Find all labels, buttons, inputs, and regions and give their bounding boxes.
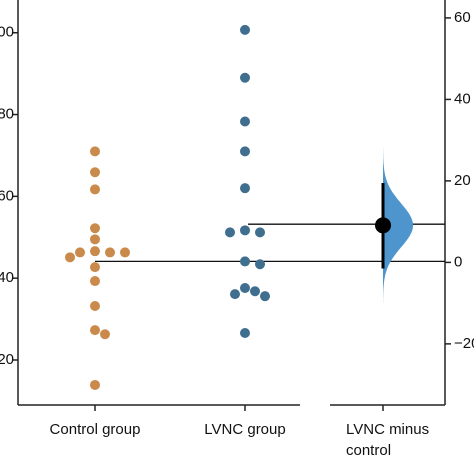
x-tick-label: LVNC group [204, 421, 285, 438]
data-point [90, 234, 100, 245]
y2-tick-label: 0 [454, 253, 462, 270]
data-point [240, 24, 250, 35]
data-point [90, 146, 100, 157]
data-point [120, 247, 130, 258]
effect-point [375, 217, 391, 234]
data-point [90, 276, 100, 287]
data-point [260, 291, 270, 302]
data-point [90, 184, 100, 195]
data-point [90, 223, 100, 234]
data-point [250, 286, 260, 297]
data-point [65, 252, 75, 263]
data-point [240, 146, 250, 157]
data-point [105, 247, 115, 258]
data-point [240, 116, 250, 127]
y-tick-label: 80 [0, 106, 14, 123]
y-tick-label: 20 [0, 351, 14, 368]
y2-tick-label: 20 [454, 172, 471, 189]
y2-tick-label: 40 [454, 90, 471, 107]
data-point [100, 329, 110, 340]
y-tick-label: 60 [0, 187, 14, 204]
data-point [240, 256, 250, 267]
data-point [240, 72, 250, 83]
data-point [90, 325, 100, 336]
data-point [225, 227, 235, 238]
data-point [90, 167, 100, 178]
data-point [230, 289, 240, 300]
x-tick-label: LVNC minus control [346, 421, 429, 459]
data-point [90, 379, 100, 390]
data-point [240, 183, 250, 194]
x-tick-label: Control group [50, 421, 141, 438]
data-point [90, 262, 100, 273]
data-point [240, 283, 250, 293]
data-point [240, 328, 250, 338]
data-point [255, 259, 265, 270]
data-point [75, 247, 85, 258]
y-tick-label: 40 [0, 269, 14, 286]
data-point [90, 301, 100, 311]
y2-tick-label: −20 [454, 335, 474, 352]
data-point [240, 225, 250, 236]
data-point [255, 227, 265, 238]
effect-distribution [383, 138, 413, 313]
data-point [90, 246, 100, 257]
y2-tick-label: 60 [454, 9, 471, 26]
y-tick-label: 100 [0, 24, 14, 41]
